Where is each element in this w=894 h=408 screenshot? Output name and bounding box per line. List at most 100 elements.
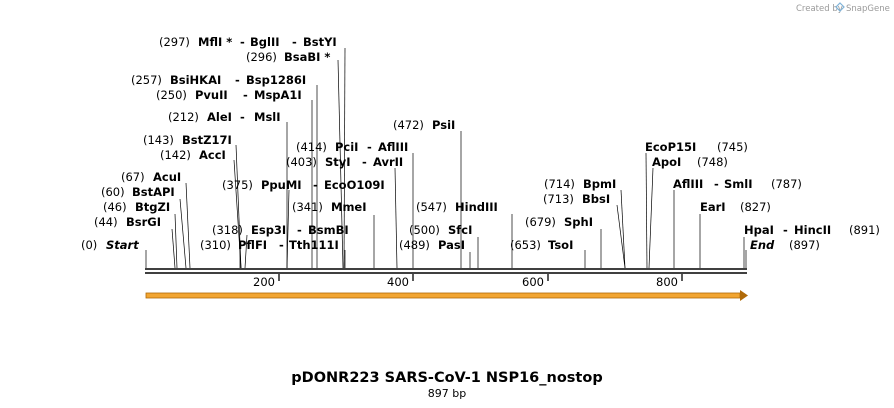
site-ecop15i[interactable]: EcoP15I (745) bbox=[645, 140, 748, 154]
site-pos: (318) bbox=[212, 223, 243, 237]
site-bsabi[interactable]: (296) BsaBI * bbox=[246, 50, 330, 64]
site-pos: (713) bbox=[543, 192, 574, 206]
leader-ppumi bbox=[286, 189, 290, 269]
site-start[interactable]: (0) Start bbox=[81, 238, 139, 252]
site-tsoi[interactable]: (653) TsoI bbox=[510, 238, 573, 252]
site-sep: - bbox=[714, 177, 719, 191]
site-name: HindIII bbox=[455, 200, 498, 214]
leader-acui bbox=[185, 182, 191, 269]
site-alei[interactable]: (212) AleI - MslI bbox=[168, 110, 281, 124]
site-name: BsiHKAI bbox=[170, 73, 221, 87]
site-pos: (500) bbox=[409, 223, 440, 237]
site-pos: (787) bbox=[771, 177, 802, 191]
site-name: AcuI bbox=[153, 170, 181, 184]
site-eari[interactable]: EarI (827) bbox=[700, 200, 771, 214]
site-extra: Tth111I bbox=[289, 238, 339, 252]
site-pos: (827) bbox=[740, 200, 771, 214]
site-mmei[interactable]: (341) MmeI bbox=[292, 200, 367, 214]
site-name: PsiI bbox=[432, 118, 455, 132]
leader-bstz17i bbox=[235, 144, 242, 269]
site-pos: (143) bbox=[143, 133, 174, 147]
site-name: SfcI bbox=[448, 223, 472, 237]
site-extra: BglII bbox=[250, 35, 280, 49]
site-pos: (547) bbox=[416, 200, 447, 214]
site-pos: (897) bbox=[789, 238, 820, 252]
site-end[interactable]: End (897) bbox=[750, 238, 820, 252]
site-pflfi[interactable]: (310) PflFI - Tth111I bbox=[200, 238, 339, 252]
site-apoi[interactable]: ApoI (748) bbox=[652, 155, 728, 169]
site-extra: SmlI bbox=[724, 177, 753, 191]
site-hpai[interactable]: HpaI - HincII (891) bbox=[744, 223, 880, 237]
site-extra: EcoO109I bbox=[324, 178, 385, 192]
site-hindiii[interactable]: (547) HindIII bbox=[416, 200, 498, 214]
site-name: AleI bbox=[207, 110, 232, 124]
site-extra2: BstYI bbox=[303, 35, 337, 49]
site-extra: AflIII bbox=[378, 140, 408, 154]
site-bstz17i[interactable]: (143) BstZ17I bbox=[143, 133, 232, 147]
leader-styi bbox=[394, 167, 398, 269]
site-extra: AvrII bbox=[373, 155, 403, 169]
site-pos: (472) bbox=[393, 118, 424, 132]
leader-mfli bbox=[343, 47, 346, 269]
leader-bpmi bbox=[620, 189, 626, 269]
site-extra: BsmBI bbox=[308, 223, 349, 237]
site-pos: (414) bbox=[296, 140, 327, 154]
site-acci[interactable]: (142) AccI bbox=[160, 148, 226, 162]
site-pos: (748) bbox=[697, 155, 728, 169]
site-name: PflFI bbox=[238, 238, 267, 252]
site-name: PciI bbox=[335, 140, 358, 154]
site-pos: (653) bbox=[510, 238, 541, 252]
leader-ecop15i bbox=[645, 152, 648, 269]
site-bstapi[interactable]: (60) BstAPI bbox=[101, 185, 175, 199]
site-name: StyI bbox=[325, 155, 351, 169]
site-sep: - bbox=[240, 110, 245, 124]
site-name: BbsI bbox=[582, 192, 610, 206]
site-pasi[interactable]: (489) PasI bbox=[399, 238, 465, 252]
site-psii[interactable]: (472) PsiI bbox=[393, 118, 455, 132]
site-bpmi[interactable]: (714) BpmI bbox=[544, 177, 616, 191]
site-mfli[interactable]: (297) MflI * - BglII - BstYI bbox=[159, 35, 337, 49]
site-name: BsrGI bbox=[126, 215, 161, 229]
site-pvuii[interactable]: (250) PvuII - MspA1I bbox=[156, 88, 302, 102]
site-bsrgi[interactable]: (44) BsrGI bbox=[94, 215, 161, 229]
site-pcii[interactable]: (414) PciI - AflIII bbox=[296, 140, 408, 154]
site-sep: - bbox=[292, 35, 297, 49]
site-name: Start bbox=[106, 238, 139, 252]
site-pos: (489) bbox=[399, 238, 430, 252]
site-bsihkai[interactable]: (257) BsiHKAI - Bsp1286I bbox=[131, 73, 306, 87]
site-bbsi[interactable]: (713) BbsI bbox=[543, 192, 610, 206]
site-sphi[interactable]: (679) SphI bbox=[525, 215, 593, 229]
site-name: AccI bbox=[199, 148, 226, 162]
site-sep: - bbox=[313, 178, 318, 192]
site-pos: (403) bbox=[286, 155, 317, 169]
leader-bsabi bbox=[337, 59, 344, 269]
leader-bsrgi bbox=[171, 228, 176, 269]
tick-label-600: 600 bbox=[522, 275, 544, 289]
site-ppumi[interactable]: (375) PpuMI - EcoO109I bbox=[222, 178, 385, 192]
site-sfci[interactable]: (500) SfcI bbox=[409, 223, 472, 237]
map-length: 897 bp bbox=[428, 387, 466, 400]
site-styi[interactable]: (403) StyI - AvrII bbox=[286, 155, 403, 169]
site-sep: - bbox=[783, 223, 788, 237]
site-sep: - bbox=[297, 223, 302, 237]
site-name: PasI bbox=[438, 238, 465, 252]
site-pos: (46) bbox=[103, 200, 127, 214]
map-title: pDONR223 SARS-CoV-1 NSP16_nostop bbox=[291, 370, 602, 386]
site-btgzi[interactable]: (46) BtgZI bbox=[103, 200, 170, 214]
site-acui[interactable]: (67) AcuI bbox=[121, 170, 181, 184]
site-name: BstZ17I bbox=[182, 133, 232, 147]
site-pos: (310) bbox=[200, 238, 231, 252]
site-pos: (60) bbox=[101, 185, 125, 199]
tick-label-400: 400 bbox=[387, 275, 409, 289]
site-pos: (67) bbox=[121, 170, 145, 184]
site-pos: (679) bbox=[525, 215, 556, 229]
feature-arrow[interactable] bbox=[145, 290, 748, 301]
site-pos: (142) bbox=[160, 148, 191, 162]
site-esp3i[interactable]: (318) Esp3I - BsmBI bbox=[212, 223, 349, 237]
site-name: PvuII bbox=[195, 88, 228, 102]
tick-label-200: 200 bbox=[253, 275, 275, 289]
site-name: BstAPI bbox=[132, 185, 175, 199]
site-extra: MslI bbox=[254, 110, 281, 124]
site-afliii2[interactable]: AflIII - SmlI (787) bbox=[673, 177, 802, 191]
